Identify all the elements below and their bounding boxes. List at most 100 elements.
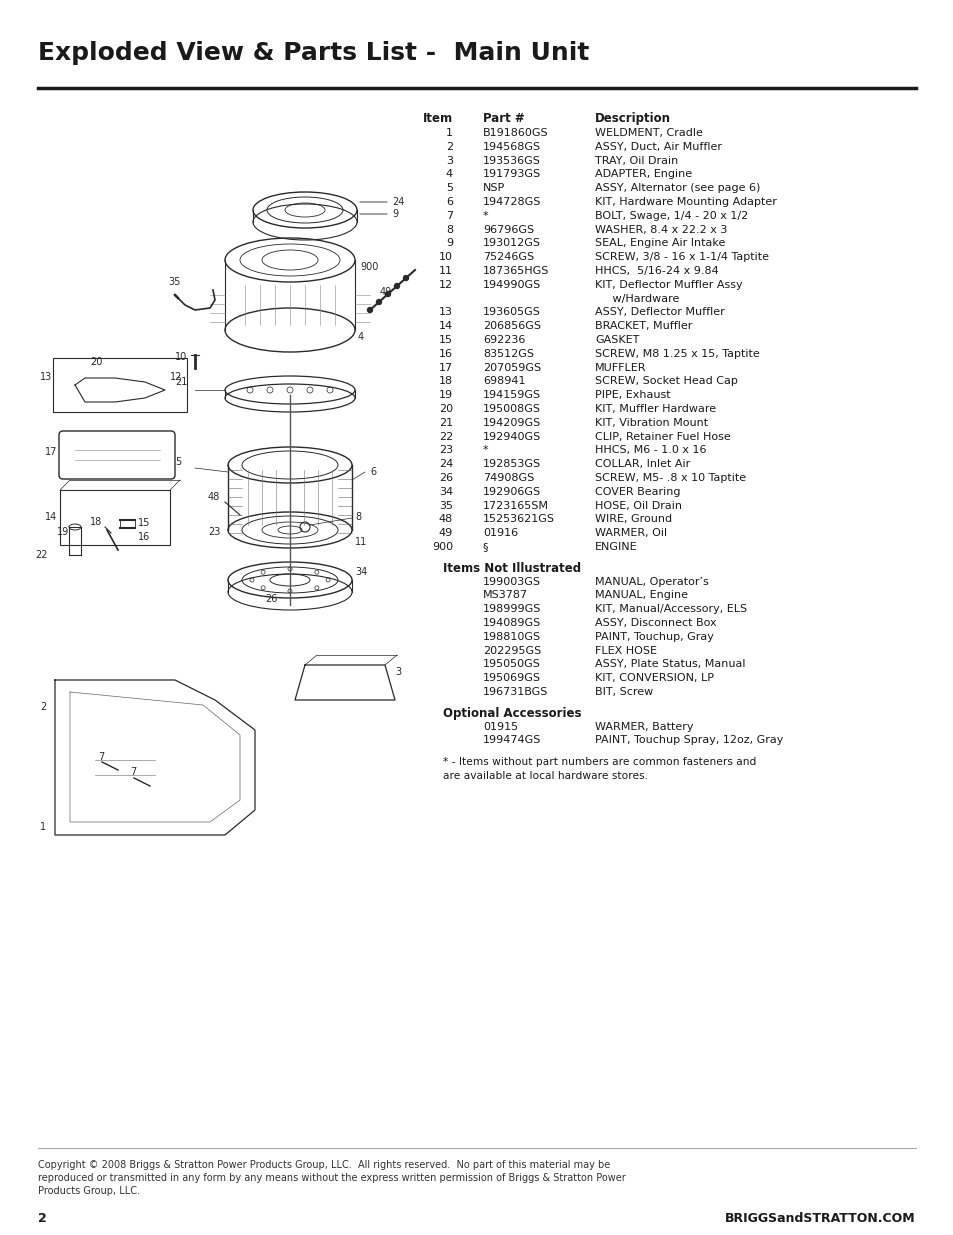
Text: ADAPTER, Engine: ADAPTER, Engine [595, 169, 691, 179]
Text: 48: 48 [438, 515, 453, 525]
Text: 194568GS: 194568GS [482, 142, 540, 152]
Text: MANUAL, Engine: MANUAL, Engine [595, 590, 687, 600]
Text: 192853GS: 192853GS [482, 459, 540, 469]
Text: 14: 14 [45, 513, 57, 522]
Text: 17: 17 [438, 363, 453, 373]
Text: 15253621GS: 15253621GS [482, 515, 555, 525]
Text: ENGINE: ENGINE [595, 542, 637, 552]
Text: 12: 12 [170, 372, 182, 382]
Text: HHCS, M6 - 1.0 x 16: HHCS, M6 - 1.0 x 16 [595, 446, 706, 456]
Text: 2: 2 [38, 1212, 47, 1225]
Text: 20: 20 [438, 404, 453, 414]
Text: 21: 21 [438, 417, 453, 427]
Circle shape [376, 300, 381, 305]
Text: KIT, CONVERSION, LP: KIT, CONVERSION, LP [595, 673, 713, 683]
Text: ASSY, Plate Status, Manual: ASSY, Plate Status, Manual [595, 659, 744, 669]
Text: 193012GS: 193012GS [482, 238, 540, 248]
Text: WARMER, Oil: WARMER, Oil [595, 529, 666, 538]
Text: 2: 2 [40, 701, 46, 713]
Text: BOLT, Swage, 1/4 - 20 x 1/2: BOLT, Swage, 1/4 - 20 x 1/2 [595, 211, 747, 221]
Text: ASSY, Duct, Air Muffler: ASSY, Duct, Air Muffler [595, 142, 721, 152]
Text: 5: 5 [446, 183, 453, 193]
Text: 21: 21 [174, 377, 187, 387]
Text: SEAL, Engine Air Intake: SEAL, Engine Air Intake [595, 238, 724, 248]
Text: TRAY, Oil Drain: TRAY, Oil Drain [595, 156, 678, 165]
Text: *: * [482, 446, 488, 456]
Text: HOSE, Oil Drain: HOSE, Oil Drain [595, 500, 681, 510]
Text: PAINT, Touchup Spray, 12oz, Gray: PAINT, Touchup Spray, 12oz, Gray [595, 735, 782, 746]
Text: KIT, Deflector Muffler Assy: KIT, Deflector Muffler Assy [595, 280, 741, 290]
Text: COVER Bearing: COVER Bearing [595, 487, 679, 496]
Text: KIT, Hardware Mounting Adapter: KIT, Hardware Mounting Adapter [595, 198, 776, 207]
Text: ASSY, Alternator (see page 6): ASSY, Alternator (see page 6) [595, 183, 760, 193]
Text: Item: Item [422, 112, 453, 125]
Circle shape [403, 275, 408, 280]
Text: 19: 19 [57, 527, 70, 537]
Text: 698941: 698941 [482, 377, 525, 387]
Text: 196731BGS: 196731BGS [482, 687, 548, 697]
Text: 17: 17 [45, 447, 57, 457]
Text: 18: 18 [90, 517, 102, 527]
Text: 19: 19 [438, 390, 453, 400]
Text: 194209GS: 194209GS [482, 417, 540, 427]
Text: Optional Accessories: Optional Accessories [442, 706, 581, 720]
Text: §: § [482, 542, 488, 552]
Text: 20: 20 [90, 357, 102, 367]
Text: 35: 35 [168, 277, 180, 287]
Text: 18: 18 [438, 377, 453, 387]
Text: KIT, Muffler Hardware: KIT, Muffler Hardware [595, 404, 716, 414]
Text: 1: 1 [446, 128, 453, 138]
Text: 192940GS: 192940GS [482, 431, 540, 442]
Text: 4: 4 [357, 332, 364, 342]
Text: 6: 6 [370, 467, 375, 477]
Text: 48: 48 [208, 492, 220, 501]
Text: PIPE, Exhaust: PIPE, Exhaust [595, 390, 670, 400]
Text: B191860GS: B191860GS [482, 128, 548, 138]
Text: SCREW, Socket Head Cap: SCREW, Socket Head Cap [595, 377, 737, 387]
Text: 202295GS: 202295GS [482, 646, 540, 656]
Circle shape [367, 308, 372, 312]
Text: 15: 15 [438, 335, 453, 345]
Text: 16: 16 [138, 532, 150, 542]
Text: 194990GS: 194990GS [482, 280, 540, 290]
Text: 193536GS: 193536GS [482, 156, 540, 165]
Text: 206856GS: 206856GS [482, 321, 540, 331]
Text: 22: 22 [438, 431, 453, 442]
Text: 195050GS: 195050GS [482, 659, 540, 669]
Text: 11: 11 [438, 266, 453, 275]
Text: 8: 8 [355, 513, 361, 522]
Text: 34: 34 [355, 567, 367, 577]
Text: 6: 6 [446, 198, 453, 207]
Text: 96796GS: 96796GS [482, 225, 534, 235]
Text: 49: 49 [379, 287, 392, 296]
Text: 3: 3 [446, 156, 453, 165]
Text: KIT, Manual/Accessory, ELS: KIT, Manual/Accessory, ELS [595, 604, 746, 614]
Text: SCREW, M8 1.25 x 15, Taptite: SCREW, M8 1.25 x 15, Taptite [595, 348, 759, 359]
Text: 13: 13 [438, 308, 453, 317]
Text: 23: 23 [438, 446, 453, 456]
Text: 198999GS: 198999GS [482, 604, 540, 614]
Circle shape [395, 284, 399, 289]
Text: 192906GS: 192906GS [482, 487, 540, 496]
Text: PAINT, Touchup, Gray: PAINT, Touchup, Gray [595, 632, 713, 642]
Text: COLLAR, Inlet Air: COLLAR, Inlet Air [595, 459, 690, 469]
Text: Copyright © 2008 Briggs & Stratton Power Products Group, LLC.  All rights reserv: Copyright © 2008 Briggs & Stratton Power… [38, 1160, 610, 1170]
Text: 01915: 01915 [482, 721, 517, 731]
Text: BRACKET, Muffler: BRACKET, Muffler [595, 321, 692, 331]
Text: 194089GS: 194089GS [482, 618, 540, 629]
Text: 187365HGS: 187365HGS [482, 266, 549, 275]
Text: 34: 34 [438, 487, 453, 496]
Text: BRIGGSandSTRATTON.COM: BRIGGSandSTRATTON.COM [724, 1212, 915, 1225]
Text: 12: 12 [438, 280, 453, 290]
Text: 1: 1 [40, 823, 46, 832]
Text: FLEX HOSE: FLEX HOSE [595, 646, 657, 656]
Text: 16: 16 [438, 348, 453, 359]
Circle shape [385, 291, 390, 296]
Text: GASKET: GASKET [595, 335, 639, 345]
Text: 194728GS: 194728GS [482, 198, 540, 207]
Text: 191793GS: 191793GS [482, 169, 540, 179]
Text: WASHER, 8.4 x 22.2 x 3: WASHER, 8.4 x 22.2 x 3 [595, 225, 726, 235]
Text: CLIP, Retainer Fuel Hose: CLIP, Retainer Fuel Hose [595, 431, 730, 442]
Text: 692236: 692236 [482, 335, 525, 345]
Text: 9: 9 [392, 209, 397, 219]
